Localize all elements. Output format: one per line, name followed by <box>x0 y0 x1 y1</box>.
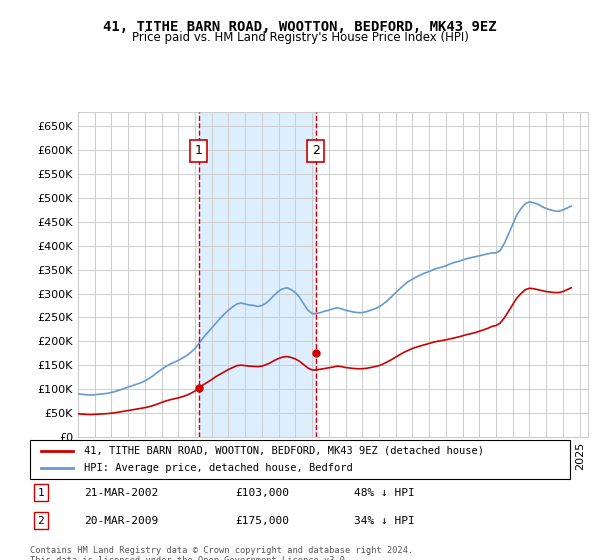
Text: HPI: Average price, detached house, Bedford: HPI: Average price, detached house, Bedf… <box>84 463 353 473</box>
Text: Contains HM Land Registry data © Crown copyright and database right 2024.
This d: Contains HM Land Registry data © Crown c… <box>30 546 413 560</box>
Bar <box>199 112 316 437</box>
Text: Price paid vs. HM Land Registry's House Price Index (HPI): Price paid vs. HM Land Registry's House … <box>131 31 469 44</box>
Text: 20-MAR-2009: 20-MAR-2009 <box>84 516 158 526</box>
Text: £103,000: £103,000 <box>235 488 289 498</box>
Text: £175,000: £175,000 <box>235 516 289 526</box>
Text: 2: 2 <box>312 144 320 157</box>
Text: 1: 1 <box>195 144 203 157</box>
Text: 1: 1 <box>37 488 44 498</box>
Text: 21-MAR-2002: 21-MAR-2002 <box>84 488 158 498</box>
Text: 41, TITHE BARN ROAD, WOOTTON, BEDFORD, MK43 9EZ (detached house): 41, TITHE BARN ROAD, WOOTTON, BEDFORD, M… <box>84 446 484 456</box>
Text: 34% ↓ HPI: 34% ↓ HPI <box>354 516 415 526</box>
Text: 2: 2 <box>37 516 44 526</box>
Text: 41, TITHE BARN ROAD, WOOTTON, BEDFORD, MK43 9EZ: 41, TITHE BARN ROAD, WOOTTON, BEDFORD, M… <box>103 20 497 34</box>
FancyBboxPatch shape <box>30 440 570 479</box>
Text: 48% ↓ HPI: 48% ↓ HPI <box>354 488 415 498</box>
